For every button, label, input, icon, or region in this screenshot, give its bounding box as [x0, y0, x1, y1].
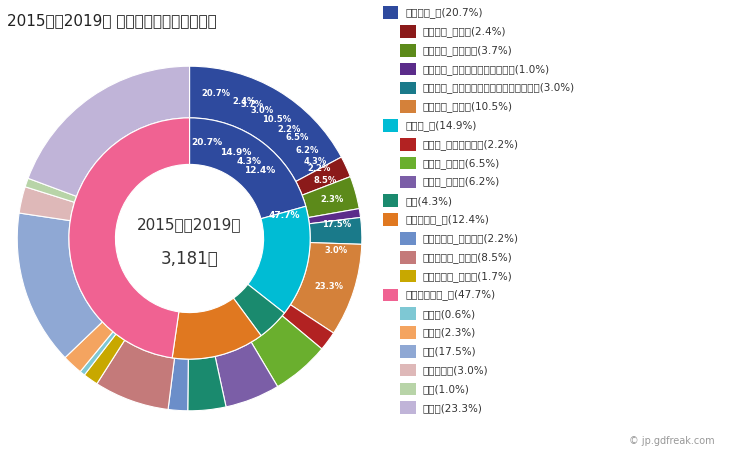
Text: 2.2%: 2.2%: [308, 164, 331, 173]
FancyBboxPatch shape: [400, 382, 416, 395]
FancyBboxPatch shape: [383, 194, 398, 207]
FancyBboxPatch shape: [383, 213, 398, 226]
Text: 4.3%: 4.3%: [237, 157, 262, 166]
FancyBboxPatch shape: [400, 81, 416, 94]
FancyBboxPatch shape: [400, 401, 416, 414]
Text: 4.3%: 4.3%: [303, 157, 327, 166]
Text: 脳血管疾患_脳内出血(2.2%): 脳血管疾患_脳内出血(2.2%): [423, 233, 519, 244]
Wedge shape: [188, 356, 226, 411]
Text: 脳血管疾患_その他(1.7%): 脳血管疾患_その他(1.7%): [423, 270, 512, 282]
Wedge shape: [252, 316, 321, 387]
Text: 47.7%: 47.7%: [268, 211, 300, 220]
FancyBboxPatch shape: [400, 100, 416, 113]
Wedge shape: [296, 157, 351, 195]
Text: 3.7%: 3.7%: [240, 100, 263, 109]
FancyBboxPatch shape: [400, 326, 416, 339]
Wedge shape: [80, 332, 116, 375]
Text: 悪性腫瘍_肝がん・肝内胆管がん(1.0%): 悪性腫瘍_肝がん・肝内胆管がん(1.0%): [423, 63, 550, 75]
Text: 心疾患_計(14.9%): 心疾患_計(14.9%): [405, 120, 477, 131]
FancyBboxPatch shape: [400, 63, 416, 75]
Text: 2.2%: 2.2%: [277, 125, 300, 134]
Wedge shape: [19, 187, 74, 220]
Text: 老衰(17.5%): 老衰(17.5%): [423, 346, 477, 356]
Text: 3.0%: 3.0%: [250, 105, 273, 114]
Text: 17.5%: 17.5%: [321, 220, 351, 229]
FancyBboxPatch shape: [400, 232, 416, 245]
FancyBboxPatch shape: [400, 345, 416, 358]
Text: 心疾患_その他(6.2%): 心疾患_その他(6.2%): [423, 176, 500, 187]
Text: 12.4%: 12.4%: [244, 166, 276, 176]
Wedge shape: [26, 178, 77, 202]
Text: 不慮の事故(3.0%): 不慮の事故(3.0%): [423, 365, 488, 375]
Wedge shape: [282, 305, 334, 349]
Text: 3.0%: 3.0%: [325, 246, 348, 255]
Text: 肺炎(4.3%): 肺炎(4.3%): [405, 196, 452, 206]
FancyBboxPatch shape: [400, 25, 416, 38]
Text: 2.4%: 2.4%: [233, 97, 256, 106]
Text: 14.9%: 14.9%: [219, 148, 252, 157]
Text: 6.2%: 6.2%: [296, 145, 319, 154]
FancyBboxPatch shape: [400, 176, 416, 188]
Text: 脳血管疾患_脳梗塞(8.5%): 脳血管疾患_脳梗塞(8.5%): [423, 252, 512, 263]
Text: その他の死因_計(47.7%): その他の死因_計(47.7%): [405, 289, 496, 300]
Text: © jp.gdfreak.com: © jp.gdfreak.com: [629, 436, 714, 446]
Wedge shape: [172, 298, 261, 359]
Wedge shape: [309, 217, 362, 244]
Text: 悪性腫瘍_その他(10.5%): 悪性腫瘍_その他(10.5%): [423, 101, 512, 112]
Wedge shape: [233, 284, 284, 336]
FancyBboxPatch shape: [400, 138, 416, 151]
Text: 23.3%: 23.3%: [314, 282, 343, 291]
Text: 悪性腫瘍_計(20.7%): 悪性腫瘍_計(20.7%): [405, 7, 483, 18]
FancyBboxPatch shape: [383, 6, 398, 19]
Text: 6.5%: 6.5%: [285, 133, 308, 142]
FancyBboxPatch shape: [383, 288, 398, 301]
Text: 腎不全(2.3%): 腎不全(2.3%): [423, 328, 476, 338]
Text: 肝疾患(0.6%): 肝疾患(0.6%): [423, 309, 476, 319]
Wedge shape: [168, 358, 188, 411]
Text: 10.5%: 10.5%: [262, 115, 291, 124]
Wedge shape: [308, 209, 361, 224]
Wedge shape: [85, 334, 125, 384]
Text: 悪性腫瘍_気管がん・気管支がん・肺がん(3.0%): 悪性腫瘍_気管がん・気管支がん・肺がん(3.0%): [423, 82, 575, 93]
Wedge shape: [69, 118, 190, 358]
Wedge shape: [190, 66, 341, 181]
Wedge shape: [190, 118, 305, 219]
FancyBboxPatch shape: [400, 307, 416, 320]
Wedge shape: [17, 213, 102, 358]
Wedge shape: [65, 322, 113, 372]
Wedge shape: [215, 342, 278, 407]
FancyBboxPatch shape: [400, 364, 416, 377]
Text: 悪性腫瘍_大腸がん(3.7%): 悪性腫瘍_大腸がん(3.7%): [423, 45, 512, 56]
Text: 2015年～2019年 飯田市の女性の死因構成: 2015年～2019年 飯田市の女性の死因構成: [7, 14, 217, 28]
FancyBboxPatch shape: [383, 119, 398, 132]
FancyBboxPatch shape: [400, 270, 416, 282]
Text: 自殺(1.0%): 自殺(1.0%): [423, 384, 469, 394]
Wedge shape: [290, 243, 362, 333]
FancyBboxPatch shape: [400, 44, 416, 57]
Text: 心疾患_心不全(6.5%): 心疾患_心不全(6.5%): [423, 158, 500, 169]
Text: 3,181人: 3,181人: [160, 250, 219, 268]
Wedge shape: [302, 176, 359, 217]
FancyBboxPatch shape: [400, 157, 416, 170]
Text: 20.7%: 20.7%: [192, 138, 222, 147]
Text: 悪性腫瘍_胃がん(2.4%): 悪性腫瘍_胃がん(2.4%): [423, 26, 507, 37]
Wedge shape: [97, 340, 174, 410]
Text: 20.7%: 20.7%: [201, 89, 230, 98]
Text: 2015年～2019年: 2015年～2019年: [137, 217, 242, 232]
Text: 2.3%: 2.3%: [320, 195, 343, 204]
Wedge shape: [248, 206, 310, 313]
Text: 心疾患_急性心筋梗塞(2.2%): 心疾患_急性心筋梗塞(2.2%): [423, 139, 519, 150]
Text: 8.5%: 8.5%: [313, 176, 337, 185]
Text: 脳血管疾患_計(12.4%): 脳血管疾患_計(12.4%): [405, 214, 489, 225]
FancyBboxPatch shape: [400, 251, 416, 264]
Wedge shape: [28, 66, 190, 196]
Text: その他(23.3%): その他(23.3%): [423, 403, 483, 413]
